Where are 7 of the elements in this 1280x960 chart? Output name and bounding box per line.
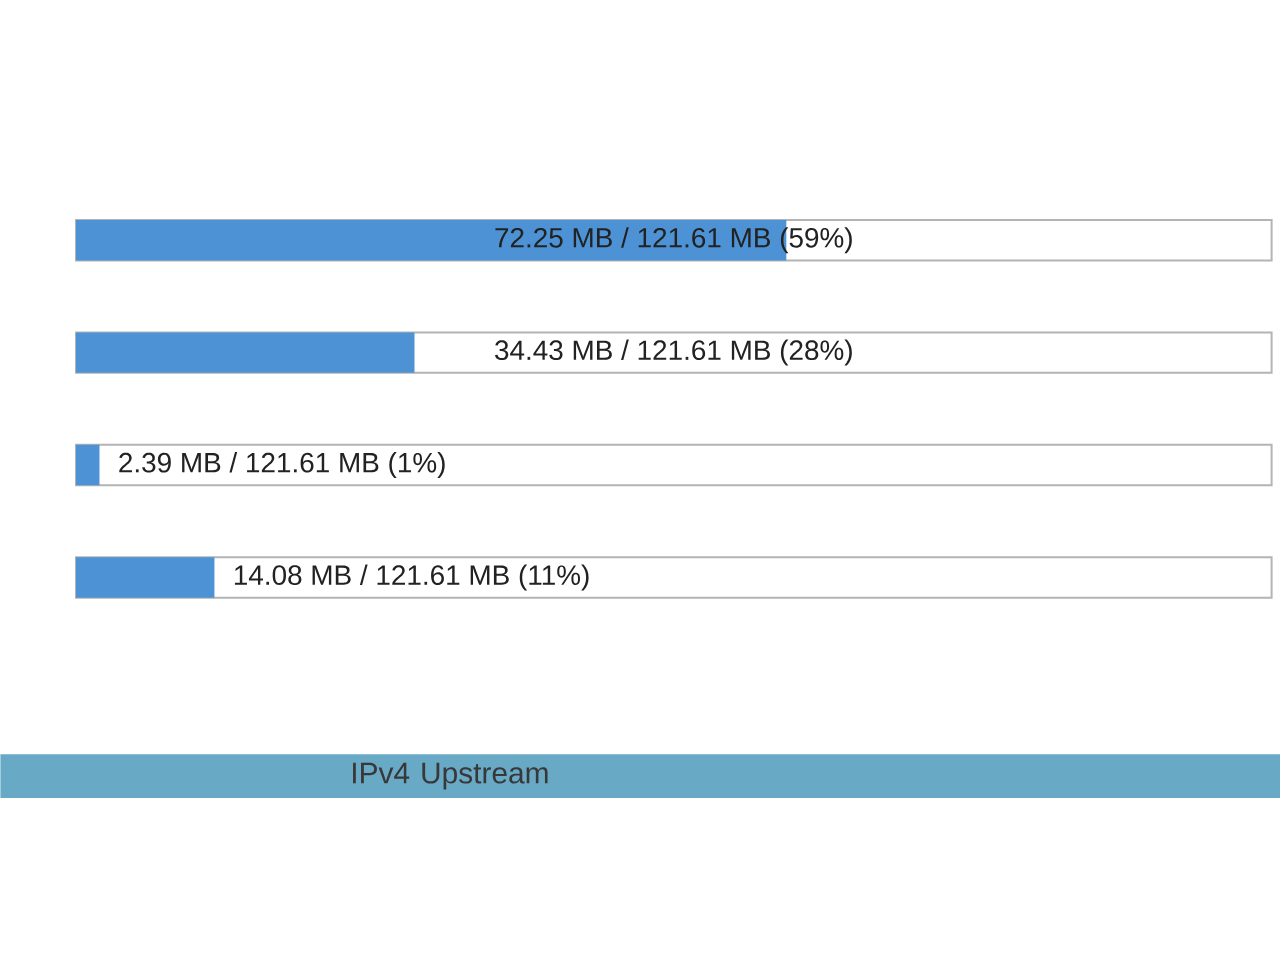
data-label: 34.43 MB / 121.61 MB (28%) — [495, 339, 852, 366]
text: IPv4 Upstream — [353, 762, 548, 790]
data-label: 2.39 MB / 121.61 MB (1%) — [119, 452, 445, 479]
data-label: 14.08 MB / 121.61 MB (11%) — [234, 564, 589, 591]
bar — [75, 332, 415, 374]
bar — [75, 445, 100, 486]
bar — [75, 557, 215, 598]
